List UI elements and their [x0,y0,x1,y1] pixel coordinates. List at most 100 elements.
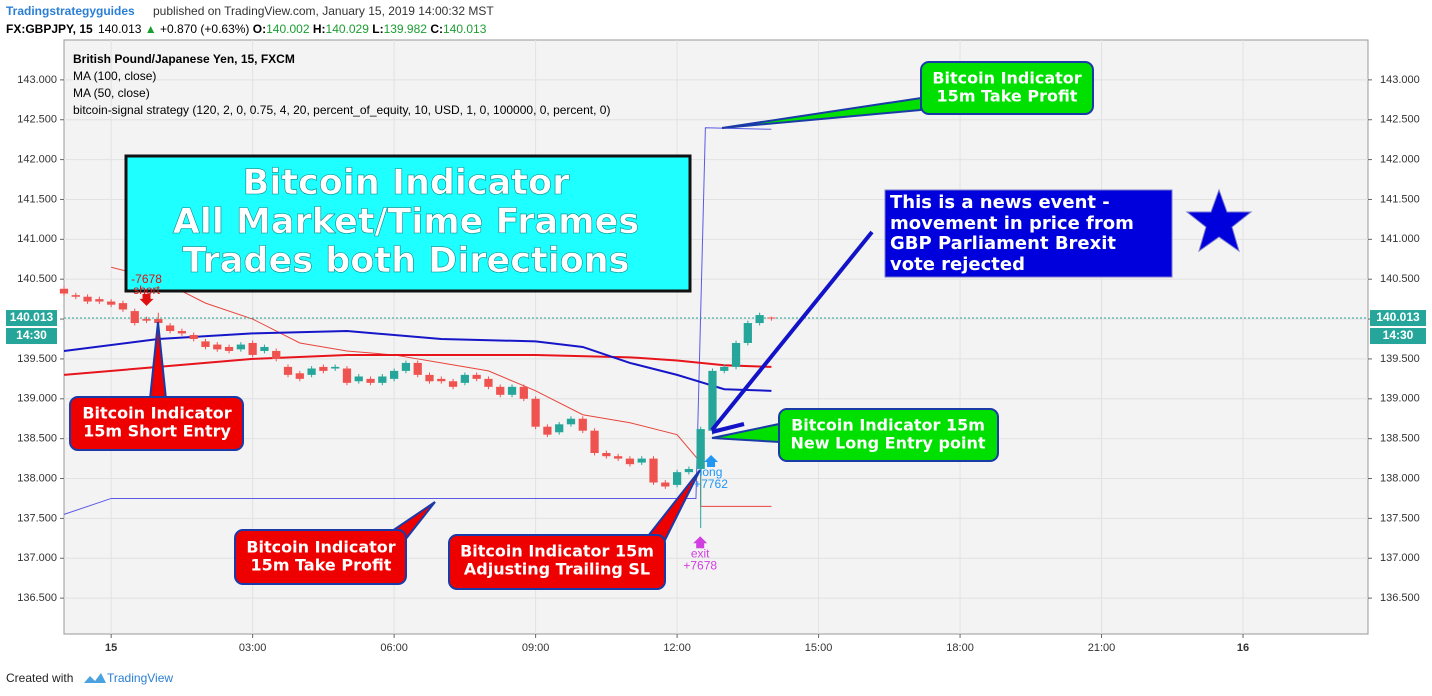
change: +0.870 (+0.63%) [160,22,249,36]
annotation: This is a news event - movement in price… [710,188,1253,434]
published: published on TradingView.com, January 15… [153,4,494,18]
candle-body [425,374,434,382]
annotation-text: Trades both Directions [183,241,630,281]
annotation-text: This is a news event - [890,192,1110,213]
y-tick-label: 137.500 [1380,512,1420,524]
legend-entry: MA (100, close) [73,69,156,83]
candle-body [59,288,69,294]
candle-body [578,418,587,431]
trade-marker [693,536,708,549]
candle-body [118,303,128,310]
candle-body [165,325,175,332]
x-tick-label: 12:00 [663,642,691,654]
y-tick-label: 142.500 [1380,114,1420,126]
y-tick-label: 136.500 [17,592,57,604]
annotation-box [448,534,666,590]
candle-body [272,350,281,359]
y-tick-label: 140.500 [1380,273,1420,285]
author[interactable]: Tradingstrategyguides [6,4,135,18]
y-tick-label: 138.500 [17,433,57,445]
candle-body [331,366,340,369]
candle-body [390,370,399,379]
trade-label: +7678 [683,558,717,572]
candle-body [236,344,245,350]
y-tick-label: 141.500 [17,193,57,205]
ma-line [63,353,772,376]
c-label: C: [430,22,443,36]
candle-body [767,317,776,319]
y-tick-label: 139.000 [17,393,57,405]
x-tick-label: 09:00 [522,642,550,654]
candle-body [142,319,151,321]
candle-body [401,362,411,371]
annotation-text: Adjusting Trailing SL [464,560,650,579]
annotation-box [234,529,407,585]
candle-body [177,331,187,334]
c: 140.013 [443,22,487,36]
x-tick-label: 18:00 [946,642,974,654]
countdown-tag [6,328,57,345]
candle-body [661,482,670,487]
symbol: FX:GBPJPY, 15 [6,22,93,36]
ma-line [63,330,772,392]
candle-body [625,458,635,465]
annotation: Bitcoin Indicator 15m Take Profit [721,61,1094,129]
l: 139.982 [384,22,428,36]
candle-body [460,374,469,383]
annotation-text: movement in price from [890,213,1134,234]
candle-body [496,386,505,395]
y-tick-label: 142.000 [17,154,57,166]
annotation-text: 15m Take Profit [251,556,392,575]
x-tick-label: 21:00 [1088,642,1116,654]
h: 140.029 [326,22,370,36]
candle-body [708,370,717,431]
trade-label: -7678 [131,272,162,286]
chart-title: British Pound/Japanese Yen, 15, FXCM [73,52,295,66]
annotation-box [778,408,999,462]
x-tick-label: 15:00 [805,642,833,654]
candle-body [95,299,104,302]
footer-brand[interactable]: TradingView [107,671,173,685]
annotation-text: 15m Take Profit [937,87,1078,106]
candle-body [213,344,222,350]
y-tick-label: 137.000 [1380,552,1420,564]
y-tick-label: 142.000 [1380,154,1420,166]
candle-body [696,429,705,469]
annotation-text: Bitcoin Indicator 15m [460,542,654,561]
price-tag-label: 140.013 [10,310,54,324]
candle-body [731,342,741,367]
candle-body [130,311,139,324]
candle-body [507,386,517,395]
star [1185,188,1253,253]
legend-entry: MA (50, close) [73,86,150,100]
annotation-text: All Market/Time Frames [173,202,639,242]
countdown-label: 14:30 [16,328,47,342]
last: 140.013 [98,22,142,36]
annotation-box [884,189,1173,278]
x-tick-label: 15 [105,642,117,654]
candle-body [260,346,269,351]
candle-body [248,342,257,355]
candle-body [720,366,729,371]
annotation-text: New Long Entry point [790,434,985,453]
candle-body [224,346,234,351]
callout-line [710,230,874,432]
candle-body [71,295,80,297]
stop-line [111,266,772,507]
annotation-text: Bitcoin Indicator [82,404,231,423]
candle-body [189,335,198,339]
y-tick-label: 138.000 [1380,472,1420,484]
y-tick-label: 139.000 [1380,393,1420,405]
candle-body [649,458,658,483]
candle-body [684,468,694,473]
y-tick-label: 141.500 [1380,193,1420,205]
y-tick-label: 138.500 [1380,433,1420,445]
y-tick-label: 137.000 [17,552,57,564]
candle-body [566,418,576,425]
candle-body [295,373,304,379]
strategy-label: bitcoin-signal strategy (120, 2, 0, 0.75… [73,103,610,117]
o-label: O: [253,22,266,36]
candle-body [307,368,316,375]
candle-body [743,323,752,343]
